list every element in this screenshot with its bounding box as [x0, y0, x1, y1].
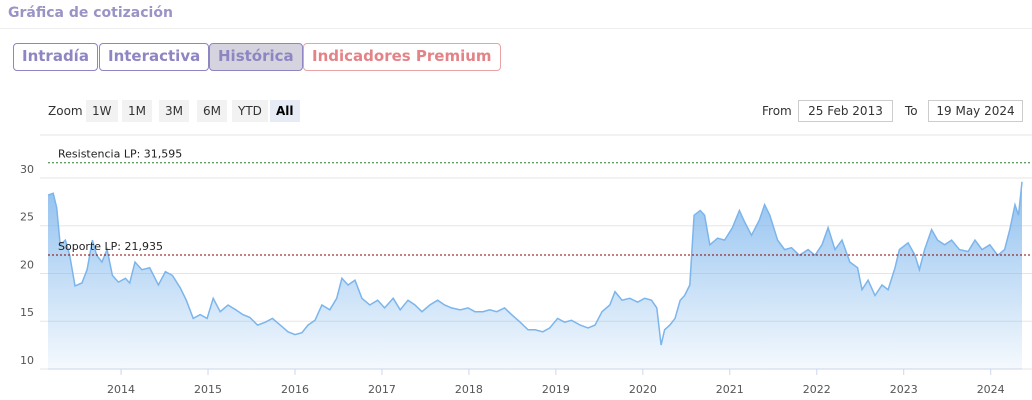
price-line [47, 181, 1023, 346]
zoom-button[interactable]: 6M [197, 100, 227, 122]
y-tick-label: 30 [20, 163, 34, 176]
tab-button[interactable]: Histórica [209, 43, 303, 71]
zoom-button[interactable]: YTD [232, 100, 268, 122]
y-tick-label: 25 [20, 211, 34, 224]
tab-button[interactable]: Intradía [13, 43, 98, 71]
from-date-input[interactable]: 25 Feb 2013 [798, 100, 893, 122]
divider [0, 28, 1032, 29]
area-fill [48, 181, 1022, 369]
y-tick-label: 15 [20, 306, 34, 319]
x-tick-label: 2019 [542, 383, 570, 396]
x-tick-label: 2016 [281, 383, 309, 396]
y-tick-label: 10 [20, 354, 34, 367]
x-tick-label: 2024 [977, 383, 1005, 396]
zoom-button[interactable]: 3M [159, 100, 189, 122]
tab-button[interactable]: Indicadores Premium [303, 43, 501, 71]
x-tick-label: 2015 [194, 383, 222, 396]
x-tick-label: 2023 [890, 383, 918, 396]
x-tick-label: 2022 [803, 383, 831, 396]
zoom-button[interactable]: 1M [122, 100, 152, 122]
to-date-input[interactable]: 19 May 2024 [928, 100, 1023, 122]
zoom-button[interactable]: All [270, 100, 300, 122]
tab-button[interactable]: Interactiva [99, 43, 210, 71]
from-label: From [762, 104, 792, 118]
to-label: To [905, 104, 918, 118]
x-tick-label: 2014 [107, 383, 135, 396]
reference-label: Resistencia LP: 31,595 [58, 148, 182, 161]
x-tick-label: 2017 [368, 383, 396, 396]
price-chart: 10 15 20 25 30 2014 2015 2016 2017 2018 2019 2020 20… [20, 134, 1032, 396]
zoom-button[interactable]: 1W [86, 100, 118, 122]
x-tick-label: 2018 [455, 383, 483, 396]
widget-title: Gráfica de cotización [8, 5, 173, 21]
y-tick-label: 20 [20, 258, 34, 271]
x-tick-label: 2020 [629, 383, 657, 396]
reference-label: Soporte LP: 21,935 [58, 240, 163, 253]
x-tick-label: 2021 [716, 383, 744, 396]
zoom-label: Zoom [48, 104, 83, 118]
